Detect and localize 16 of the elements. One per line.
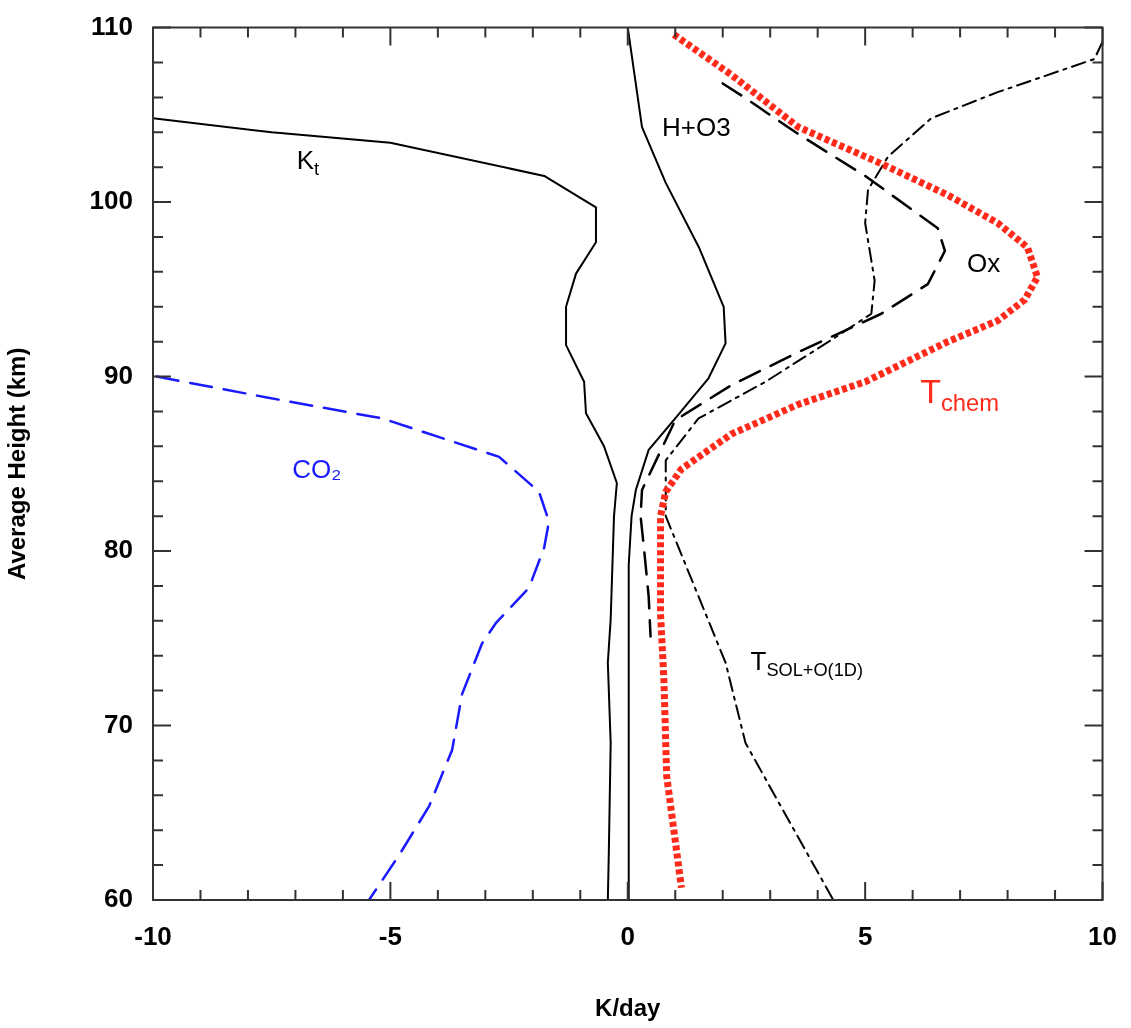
y-tick-label: 70 <box>104 708 133 739</box>
y-axis-title: Average Height (km) <box>3 347 31 581</box>
x-axis-title: K/day <box>595 994 662 1022</box>
y-tick-label: 60 <box>104 883 133 914</box>
y-tick-label: 80 <box>104 534 133 565</box>
x-tick-label: 5 <box>857 920 873 951</box>
series-label: H+O3 <box>662 112 731 143</box>
y-tick-label: 90 <box>104 359 133 390</box>
y-tick-label: 100 <box>89 185 133 216</box>
series-label: Ox <box>966 248 1001 279</box>
y-tick-label: 110 <box>91 10 133 41</box>
x-tick-label: 0 <box>620 920 635 951</box>
x-tick-label: 10 <box>1088 920 1117 951</box>
series-label: CO₂ <box>292 453 342 484</box>
x-tick-label: -10 <box>134 920 172 951</box>
x-tick-label: -5 <box>378 920 402 951</box>
